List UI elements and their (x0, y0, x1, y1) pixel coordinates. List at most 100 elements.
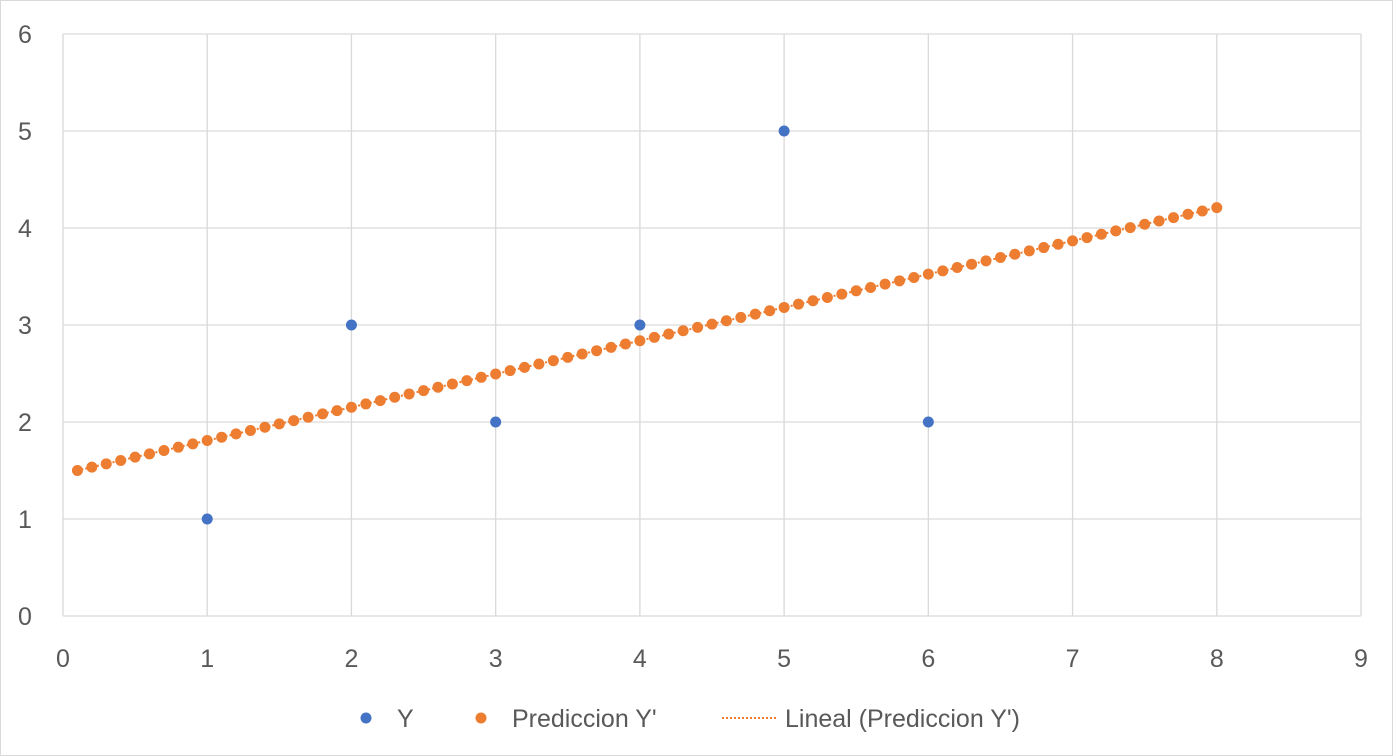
prediction-point (1196, 205, 1208, 217)
prediction-point (144, 448, 156, 460)
trendline-layer (77, 206, 1218, 472)
prediction-point (317, 408, 329, 420)
prediction-point (302, 411, 314, 423)
prediction-point (374, 395, 386, 407)
prediction-point (345, 401, 357, 413)
prediction-point (821, 291, 833, 303)
y-point (345, 319, 357, 331)
prediction-point (1110, 225, 1122, 237)
prediction-point (677, 325, 689, 337)
prediction-point (273, 418, 285, 430)
x-tick-label-3: 3 (489, 645, 503, 673)
prediction-point (1052, 238, 1064, 250)
prediction-point (1038, 242, 1050, 254)
prediction-point (562, 351, 574, 363)
prediction-point (692, 321, 704, 333)
prediction-point (490, 368, 502, 380)
prediction-point (403, 388, 415, 400)
prediction-point (1067, 235, 1079, 247)
prediction-point (533, 358, 545, 370)
x-tick-label-0: 0 (56, 645, 70, 673)
prediction-point (1153, 215, 1165, 227)
x-tick-label-2: 2 (344, 645, 358, 673)
prediction-point (764, 305, 776, 317)
legend-label-prediction: Prediccion Y' (512, 705, 657, 733)
prediction-point (461, 375, 473, 387)
prediction-point (966, 258, 978, 270)
prediction-point (187, 438, 199, 450)
prediction-point (663, 328, 675, 340)
x-tick-label-5: 5 (777, 645, 791, 673)
x-tick-label-8: 8 (1210, 645, 1224, 673)
prediction-point (100, 458, 112, 470)
prediction-point (115, 454, 127, 466)
y-tick-label-3: 3 (18, 312, 32, 340)
prediction-point (1211, 202, 1223, 214)
prediction-point (994, 252, 1006, 264)
prediction-point (951, 262, 963, 274)
prediction-point (547, 355, 559, 367)
prediction-point (591, 345, 603, 357)
prediction-point (230, 428, 242, 440)
legend-label-y: Y (397, 705, 414, 733)
y-tick-label-2: 2 (18, 409, 32, 437)
prediction-point (216, 431, 228, 443)
prediction-point (259, 421, 271, 433)
tick-labels: 0 1 2 3 4 5 6 7 8 9 0 1 2 3 4 5 6 (18, 21, 1368, 673)
prediction-point (793, 298, 805, 310)
y-tick-label-4: 4 (18, 215, 32, 243)
prediction-point (71, 464, 83, 476)
prediction-point (980, 255, 992, 267)
prediction-point (86, 461, 98, 473)
prediction-point (504, 365, 516, 377)
prediction-point (720, 315, 732, 327)
trendline (77, 206, 1218, 472)
prediction-point (1081, 232, 1093, 244)
x-tick-label-1: 1 (200, 645, 214, 673)
legend-label-trendline: Lineal (Prediccion Y') (785, 705, 1020, 733)
prediction-point (475, 371, 487, 383)
y-series (201, 125, 934, 525)
prediction-point (432, 381, 444, 393)
prediction-point (244, 425, 256, 437)
prediction-point (879, 278, 891, 290)
prediction-point (807, 295, 819, 307)
prediction-point (735, 311, 747, 323)
prediction-point (446, 378, 458, 390)
y-tick-label-1: 1 (18, 506, 32, 534)
prediction-point (836, 288, 848, 300)
prediction-point (908, 271, 920, 283)
y-point (778, 125, 790, 137)
prediction-point (1023, 245, 1035, 257)
prediction-point (519, 361, 531, 373)
prediction-point (1182, 208, 1194, 220)
prediction-point (634, 335, 646, 347)
prediction-point (1168, 212, 1180, 224)
y-tick-label-5: 5 (18, 118, 32, 146)
prediction-point (706, 318, 718, 330)
prediction-point (331, 405, 343, 417)
prediction-point (288, 415, 300, 427)
y-point (634, 319, 646, 331)
y-tick-label-0: 0 (18, 603, 32, 631)
prediction-point (778, 301, 790, 313)
prediction-point (893, 275, 905, 287)
y-point (922, 416, 934, 428)
prediction-point (1095, 228, 1107, 240)
prediction-point (360, 398, 372, 410)
x-tick-label-7: 7 (1066, 645, 1080, 673)
prediction-point (418, 385, 430, 397)
prediction-point (172, 441, 184, 453)
prediction-point (922, 268, 934, 280)
y-point (490, 416, 502, 428)
prediction-point (648, 331, 660, 343)
prediction-point (201, 435, 213, 447)
prediction-point (576, 348, 588, 360)
prediction-series (71, 202, 1223, 476)
prediction-point (158, 445, 170, 457)
prediction-point (865, 281, 877, 293)
prediction-point (1139, 218, 1151, 230)
prediction-point (129, 451, 141, 463)
prediction-point (937, 265, 949, 277)
